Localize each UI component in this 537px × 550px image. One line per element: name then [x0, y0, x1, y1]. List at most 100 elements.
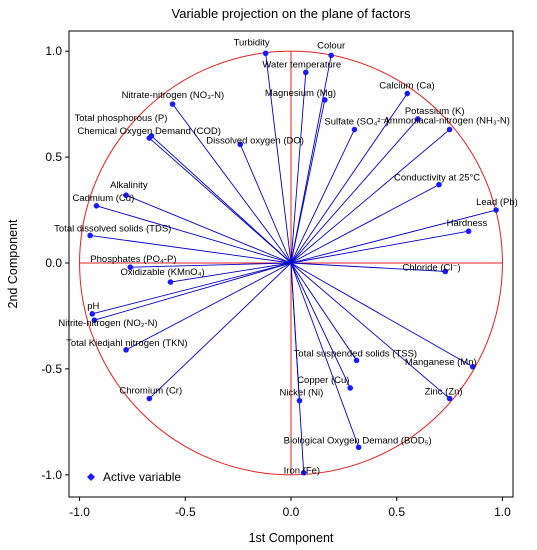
variable-point [446, 395, 453, 402]
point-label-layer: Turbidity Colour Water temperature Magnesiu… [54, 37, 518, 476]
variable-label: Zinc (Zn) [425, 387, 463, 398]
variable-label: Total Kiedjahl nitrogen (TKN) [66, 338, 187, 349]
vector-line [290, 262, 351, 389]
variable-point [493, 207, 499, 213]
x-tick-label: 0.5 [388, 505, 405, 519]
variable-label: Colour [317, 40, 345, 51]
variable-point [146, 135, 153, 141]
variable-label: Conductivity at 25°C [394, 173, 480, 184]
variable-label: Phosphates (PO₄-P) [90, 254, 176, 265]
variable-point [355, 444, 362, 451]
variable-point [87, 232, 93, 239]
variable-label: Nickel (Ni) [279, 388, 323, 399]
vector-line [290, 262, 305, 473]
variable-label: Chloride (Cl⁻) [402, 262, 460, 273]
vector-line [92, 262, 292, 315]
vector-line [290, 262, 450, 399]
variable-label: Potassium (K) [405, 106, 465, 117]
variable-label: Total phosphorous (P) [74, 113, 167, 124]
variable-point [415, 116, 421, 122]
variable-label: Nitrate-nitrogen (NO₃-N) [122, 90, 225, 101]
variable-point [322, 97, 328, 103]
x-tick-label: 1.0 [494, 505, 511, 519]
vector-layer [79, 50, 503, 476]
variable-label: Lead (Pb) [476, 197, 518, 208]
variable-point [89, 311, 96, 317]
vector-line [290, 230, 469, 264]
variable-label: pH [87, 301, 99, 312]
legend-label: Active variable [103, 470, 181, 484]
vector-line [290, 209, 497, 264]
vector-line [290, 99, 326, 264]
variable-point [123, 347, 129, 353]
variable-point [303, 69, 309, 76]
legend: Active variable [76, 467, 218, 489]
vector-line [290, 262, 360, 448]
vector-line [239, 144, 292, 264]
variable-point [436, 181, 442, 188]
variable-label: Copper (Cu) [297, 375, 349, 386]
variable-label: Chemical Oxygen Demand (COD) [77, 126, 221, 137]
variable-label: Oxidizable (KMnO₄) [120, 267, 204, 278]
vector-line [90, 235, 292, 264]
x-tick-label: -0.5 [175, 505, 196, 519]
x-axis-label: 1st Component [249, 531, 334, 545]
vector-line [151, 135, 292, 264]
variable-label: Cadmium (Cd) [72, 193, 134, 204]
variable-point [91, 317, 98, 323]
variable-point [146, 395, 153, 402]
variable-point [300, 469, 307, 476]
variable-point [347, 385, 354, 391]
vector-line [290, 129, 450, 264]
y-tick-label: 0.0 [45, 256, 62, 270]
vector-line [94, 262, 292, 321]
variable-label: Water temperature [262, 59, 341, 70]
variable-label: Total suspended solids (TSS) [294, 348, 418, 359]
variable-label: Manganese (Mn) [405, 357, 477, 368]
variable-point [262, 50, 269, 57]
variable-label: Magnesium (Mg) [265, 88, 336, 99]
y-tick-label: 0.5 [45, 150, 62, 164]
legend-box [76, 467, 218, 489]
variable-point [123, 192, 129, 199]
variable-point [404, 90, 411, 97]
point-layer [87, 50, 499, 476]
vector-line [290, 184, 440, 264]
variable-point [353, 357, 360, 364]
variable-label: Hardness [447, 218, 488, 229]
legend-diamond-icon [87, 473, 95, 481]
variable-label: Nitrite-nitrogen (NO₂-N) [58, 318, 157, 329]
vector-line [265, 53, 292, 264]
x-tick-label: -1.0 [69, 505, 90, 519]
variable-point [127, 264, 134, 271]
variable-point [442, 268, 449, 275]
variable-point [237, 141, 244, 148]
variable-label: Alkalinity [110, 180, 148, 191]
vector-line [290, 55, 332, 264]
y-tick-label: -0.5 [41, 362, 62, 376]
variable-label: Total dissolved solids (TDS) [54, 223, 171, 234]
variable-point [465, 228, 472, 235]
vector-line [170, 262, 292, 283]
variable-label: Calcium (Ca) [379, 81, 434, 92]
vector-line [149, 137, 292, 264]
tick-layer: -1.0 -0.5 0.0 0.5 1.0 1.0 0.5 0.0 -0.5 -1.0 [41, 44, 511, 519]
y-tick-label: -1.0 [41, 468, 62, 482]
variable-point [328, 52, 334, 59]
vector-line [125, 262, 292, 351]
chart-title: Variable projection on the plane of fact… [172, 6, 411, 21]
vector-line [290, 129, 355, 264]
variable-label: Chromium (Cr) [119, 386, 182, 397]
variable-point [296, 397, 303, 404]
x-tick-label: 0.0 [283, 505, 300, 519]
variable-label: Sulfate (SO₄²⁻) [324, 117, 388, 128]
vector-line [290, 262, 446, 272]
vector-line [290, 262, 357, 361]
variable-label: Dissolved oxygen (DO) [206, 135, 304, 146]
vector-line [96, 205, 292, 264]
variable-label: Turbidity [234, 37, 270, 48]
variable-label: Iron (Fe) [284, 466, 320, 477]
vector-line [130, 262, 292, 268]
variable-point [446, 126, 453, 133]
